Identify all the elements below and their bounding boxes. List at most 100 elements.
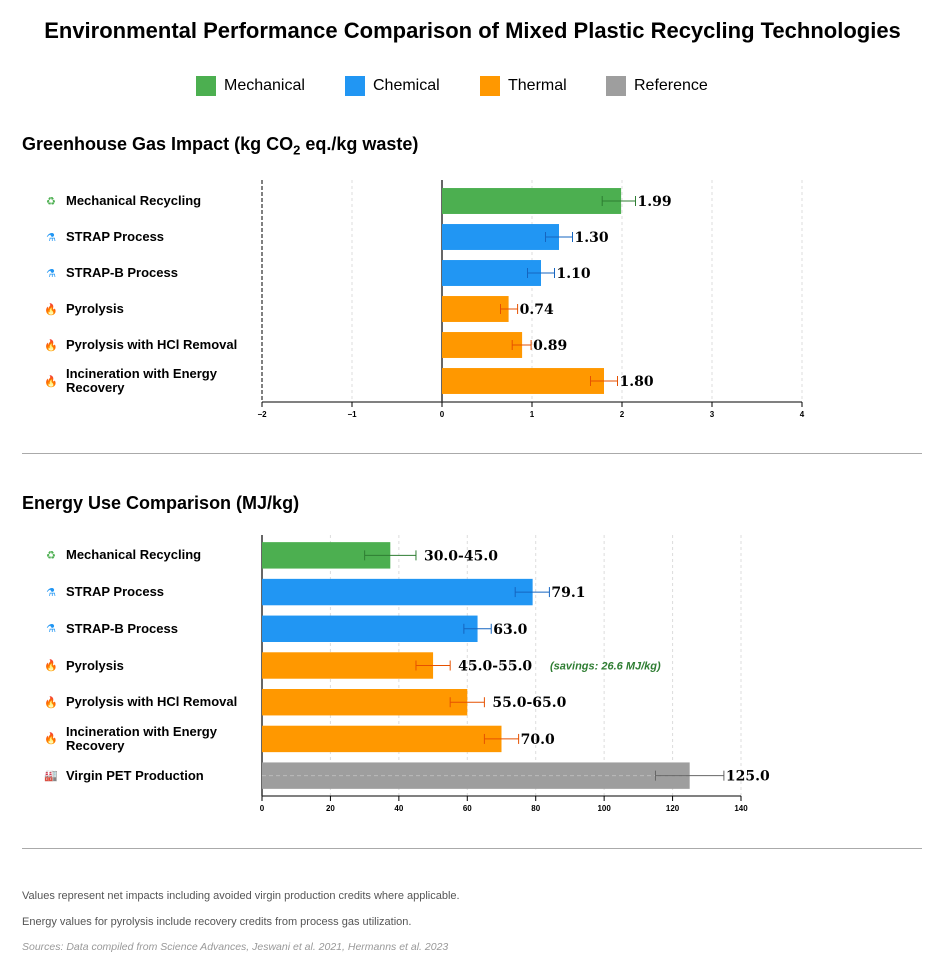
chart-svg: −2 −1 0 1 2 3 4 1.99 1.30 1.10 0.74 0.89 1.80 <box>257 180 805 419</box>
ghg-title-main: Greenhouse Gas Impact (kg CO <box>22 134 294 154</box>
x-tick-label: 100 <box>597 804 611 813</box>
x-tick-label: 80 <box>531 804 540 813</box>
ghg-title-subscript: 2 <box>293 142 301 158</box>
x-tick-label: 120 <box>666 804 680 813</box>
category-label-text: STRAP-B Process <box>66 265 178 280</box>
category-label: 🔥 Pyrolysis with HCl Removal <box>44 687 246 717</box>
flame-icon: 🔥 <box>44 375 58 388</box>
category-label-text: Pyrolysis with HCl Removal <box>66 337 238 352</box>
x-tick-label: 3 <box>710 410 715 419</box>
legend-swatch-mechanical <box>196 76 216 96</box>
x-tick-label: 1 <box>530 410 535 419</box>
page-title: Environmental Performance Comparison of … <box>44 18 901 43</box>
data-label: 70.0 <box>521 732 555 748</box>
flame-icon: 🔥 <box>44 303 58 316</box>
ghg-title-end: eq./kg waste) <box>300 134 419 154</box>
x-tick-label: −2 <box>257 410 267 419</box>
category-label: ♻ Mechanical Recycling <box>44 540 246 570</box>
legend-label: Mechanical <box>224 77 305 94</box>
bar <box>442 296 509 322</box>
category-label: ⚗ STRAP-B Process <box>44 614 246 644</box>
category-label: ⚗ STRAP Process <box>44 222 246 252</box>
category-label-text: STRAP-B Process <box>66 620 178 636</box>
bar <box>262 652 434 679</box>
note-line-1: Values represent net impacts including a… <box>22 890 460 902</box>
category-label: ⚗ STRAP Process <box>44 577 246 607</box>
x-tick-label: −1 <box>347 410 357 419</box>
flask-icon: ⚗ <box>46 267 56 280</box>
source-note: Sources: Data compiled from Science Adva… <box>22 941 449 953</box>
category-label: ⚗ STRAP-B Process <box>44 258 246 288</box>
bar <box>442 332 523 358</box>
x-tick-label: 0 <box>440 410 445 419</box>
data-label: 1.99 <box>638 194 672 210</box>
recycle-icon: ♻ <box>46 195 56 208</box>
bar <box>262 578 533 606</box>
legend-item-thermal: Thermal <box>480 75 567 97</box>
data-label: 1.10 <box>557 266 591 282</box>
energy-chart: 0 20 40 60 80 100 120 140 30.0-45.0 79.1 63.0 45.0-… <box>0 525 945 825</box>
x-tick-label: 140 <box>734 804 748 813</box>
flame-icon: 🔥 <box>44 339 58 352</box>
legend-item-mechanical: Mechanical <box>196 75 305 97</box>
category-label: 🔥 Pyrolysis <box>44 651 246 681</box>
data-label: 79.1 <box>551 585 585 601</box>
category-label-text: Pyrolysis with HCl Removal <box>66 694 238 710</box>
x-tick-label: 2 <box>620 410 625 419</box>
data-label: 55.0-65.0 <box>492 695 566 711</box>
flask-icon: ⚗ <box>46 586 56 599</box>
data-label: 45.0-55.0 <box>458 659 532 675</box>
legend-label: Thermal <box>508 77 567 94</box>
legend: Mechanical Chemical Thermal Reference <box>0 75 945 97</box>
category-label-text: Mechanical Recycling <box>66 193 202 208</box>
x-tick-label: 20 <box>326 804 335 813</box>
category-label: ♻ Mechanical Recycling <box>44 186 246 216</box>
x-tick-label: 40 <box>394 804 403 813</box>
bar <box>442 368 604 394</box>
legend-swatch-chemical <box>345 76 365 96</box>
factory-icon: 🏭 <box>44 770 58 783</box>
bar <box>262 725 502 753</box>
energy-section-title: Energy Use Comparison (MJ/kg) <box>22 493 300 513</box>
category-label-text: Virgin PET Production <box>66 767 204 783</box>
legend-item-reference: Reference <box>606 75 708 97</box>
bar <box>442 260 541 286</box>
bar <box>442 188 622 214</box>
legend-swatch-thermal <box>480 76 500 96</box>
savings-annotation: (savings: 26.6 MJ/kg) <box>550 661 661 673</box>
legend-item-chemical: Chemical <box>345 75 440 97</box>
legend-swatch-reference <box>606 76 626 96</box>
category-label: 🏭 Virgin PET Production <box>44 761 246 791</box>
data-label: 1.80 <box>620 374 654 390</box>
category-label: 🔥 Incineration with Energy Recovery <box>44 366 246 396</box>
category-label: 🔥 Incineration with Energy Recovery <box>44 724 246 754</box>
x-tick-label: 0 <box>260 804 265 813</box>
section-divider <box>22 453 922 454</box>
ghg-section-title: Greenhouse Gas Impact (kg CO2 eq./kg was… <box>22 134 418 158</box>
x-tick-label: 4 <box>800 410 805 419</box>
flask-icon: ⚗ <box>46 231 56 244</box>
data-label: 1.30 <box>575 230 609 246</box>
category-label-text: STRAP Process <box>66 584 165 600</box>
flame-icon: 🔥 <box>44 660 58 672</box>
category-label-text: Pyrolysis <box>66 657 124 673</box>
note-line-2: Energy values for pyrolysis include reco… <box>22 916 412 928</box>
ghg-chart: −2 −1 0 1 2 3 4 1.99 1.30 1.10 0.74 0.89 1.80 ♻ Mechan… <box>0 170 945 430</box>
bar <box>262 615 478 643</box>
legend-label: Chemical <box>373 77 440 94</box>
data-label: 0.74 <box>520 302 554 318</box>
flask-icon: ⚗ <box>46 623 56 636</box>
category-label-text: STRAP Process <box>66 229 165 244</box>
category-label-text: Pyrolysis <box>66 301 124 316</box>
data-label: 63.0 <box>493 622 527 638</box>
x-tick-label: 60 <box>463 804 472 813</box>
category-label-text: Incineration with Energy Recovery <box>66 723 217 753</box>
flame-icon: 🔥 <box>44 733 58 746</box>
recycle-icon: ♻ <box>46 549 56 562</box>
category-label: 🔥 Pyrolysis with HCl Removal <box>44 330 246 360</box>
chart-svg: 0 20 40 60 80 100 120 140 30.0-45.0 79.1 63.0 45.0-… <box>260 535 770 813</box>
data-label: 0.89 <box>533 338 567 354</box>
section-divider <box>22 848 922 849</box>
category-label-text: Incineration with Energy Recovery <box>66 366 217 395</box>
legend-label: Reference <box>634 77 708 94</box>
